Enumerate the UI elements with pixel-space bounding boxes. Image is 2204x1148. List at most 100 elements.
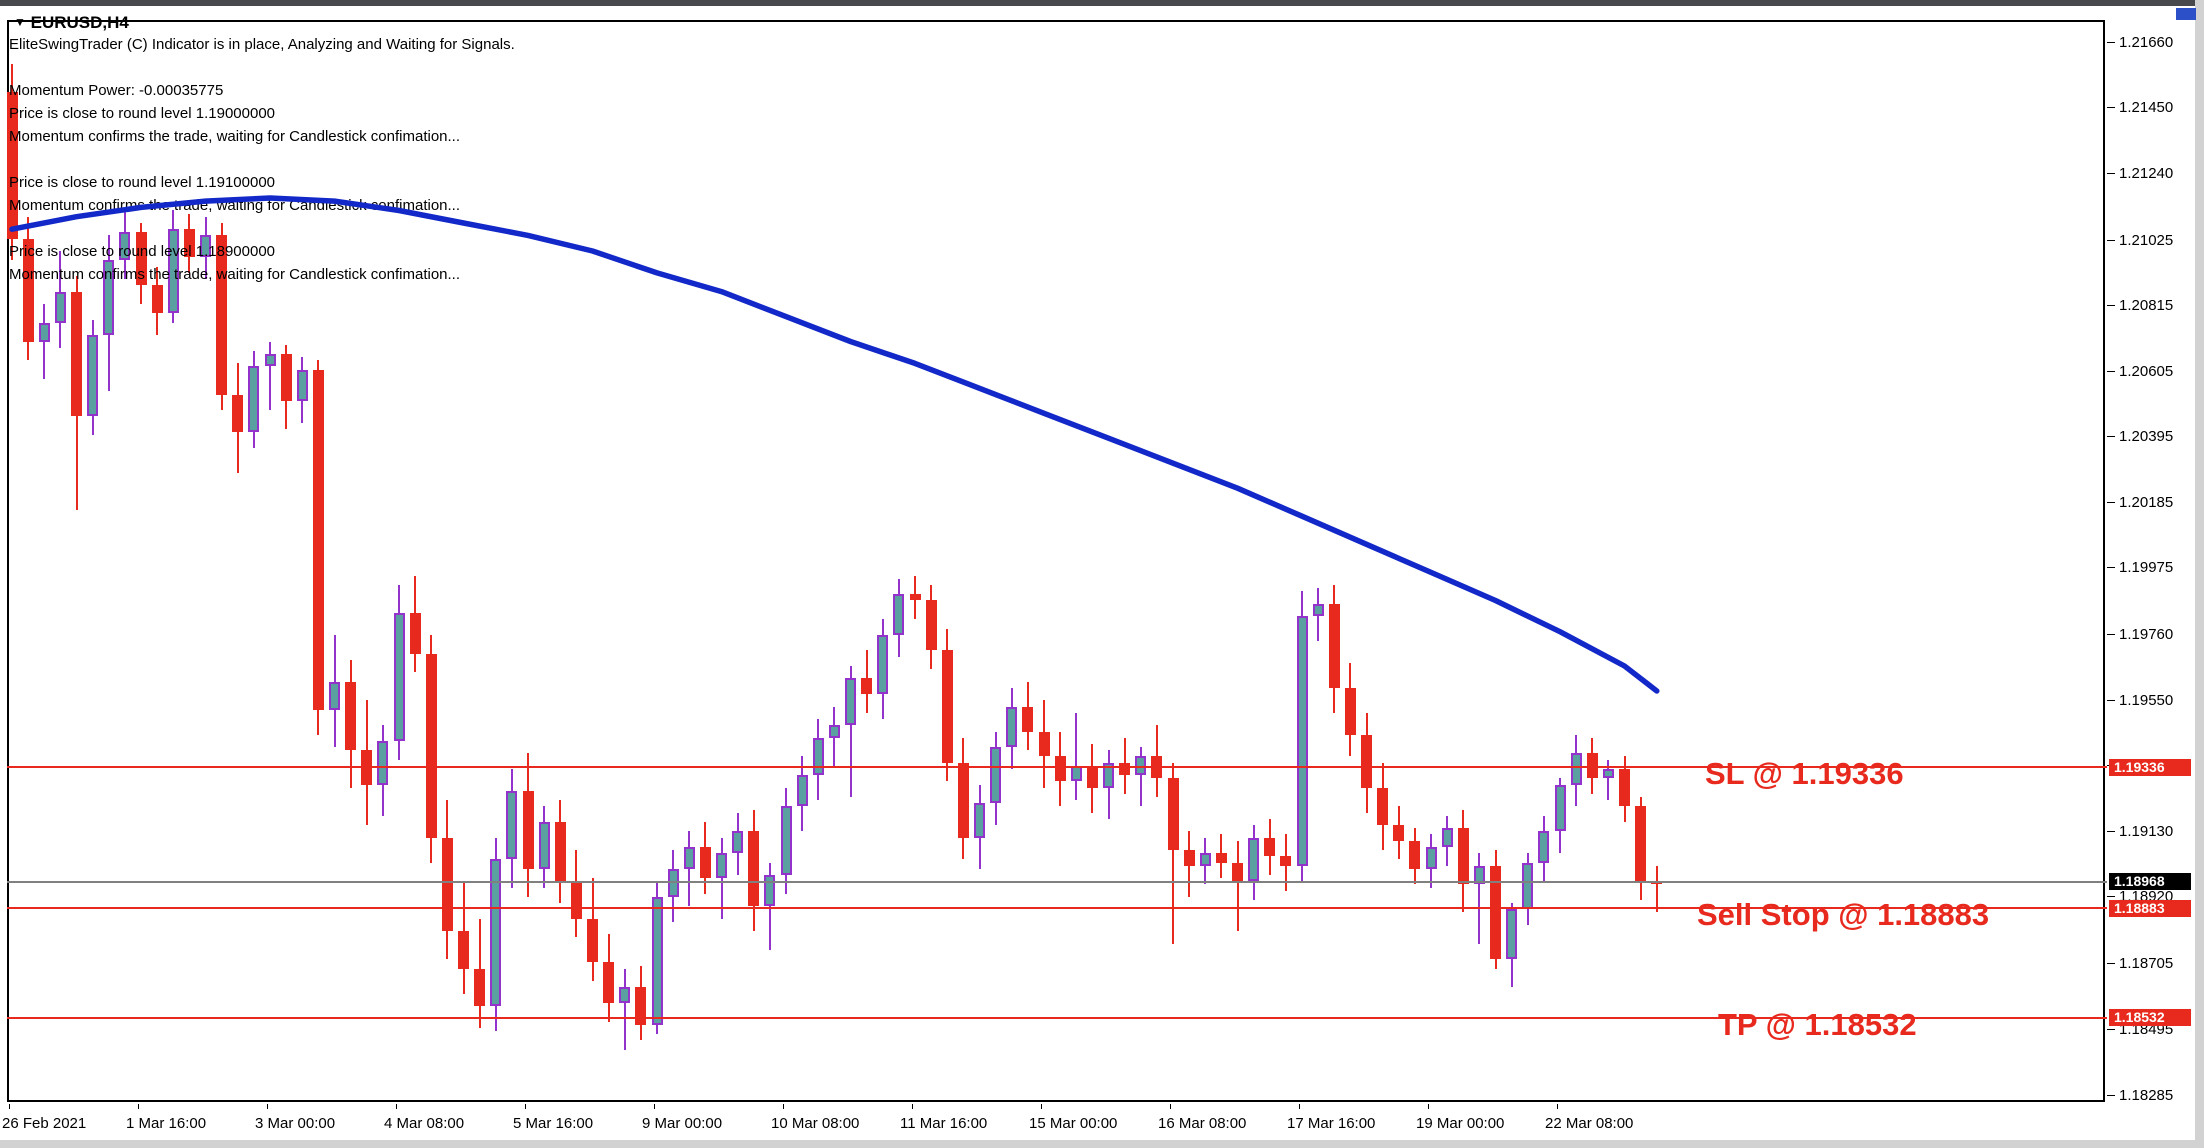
time-axis-tick bbox=[138, 1104, 139, 1109]
bear-candle-body bbox=[1280, 856, 1292, 866]
price-axis-label: 1.19130 bbox=[2119, 822, 2174, 840]
price-axis-label: 1.20395 bbox=[2119, 428, 2174, 446]
time-axis-label: 10 Mar 08:00 bbox=[771, 1115, 860, 1132]
stop-loss-line[interactable] bbox=[7, 766, 2107, 769]
indicator-comment-line: Momentum confirms the trade, waiting for… bbox=[9, 128, 461, 145]
price-axis-tick bbox=[2107, 1094, 2115, 1096]
bull-candle-wick bbox=[1075, 712, 1078, 801]
sell-stop-line-label[interactable]: Sell Stop @ 1.18883 bbox=[1697, 897, 1990, 933]
price-axis-tick bbox=[2107, 239, 2115, 241]
time-axis-label: 19 Mar 00:00 bbox=[1416, 1115, 1505, 1132]
level-price-tag: 1.18532 bbox=[2109, 1009, 2191, 1027]
bull-candle-body bbox=[506, 790, 518, 860]
bear-candle-body bbox=[1054, 756, 1066, 782]
bull-candle-body bbox=[1538, 831, 1550, 863]
bear-candle-body bbox=[1183, 850, 1195, 866]
stop-loss-line-label[interactable]: SL @ 1.19336 bbox=[1705, 756, 1904, 792]
time-axis-tick bbox=[396, 1104, 397, 1109]
indicator-comment-line: EliteSwingTrader (C) Indicator is in pla… bbox=[9, 36, 515, 53]
bull-candle-body bbox=[796, 775, 808, 807]
price-axis-label: 1.19760 bbox=[2119, 626, 2174, 644]
bear-candle-body bbox=[1635, 806, 1647, 882]
bull-candle-body bbox=[1441, 828, 1453, 847]
bull-candle-body bbox=[1006, 706, 1018, 748]
bull-candle-body bbox=[1425, 846, 1437, 869]
time-axis-tick bbox=[1299, 1104, 1300, 1109]
bear-candle-body bbox=[1022, 706, 1034, 732]
bear-candle-body bbox=[554, 822, 566, 882]
bull-candle-body bbox=[1135, 756, 1147, 776]
chevron-down-icon: ▼ bbox=[14, 15, 26, 29]
bull-candle-body bbox=[1506, 909, 1518, 960]
bear-candle-body bbox=[1038, 731, 1050, 757]
bear-candle-body bbox=[587, 918, 598, 963]
bear-candle-body bbox=[1215, 853, 1227, 863]
bull-candle-body bbox=[764, 875, 776, 907]
bull-candle-body bbox=[1199, 853, 1211, 866]
price-axis-tick bbox=[2107, 305, 2115, 307]
price-axis-tick bbox=[2107, 370, 2115, 372]
bid-price-tag: 1.18968 bbox=[2109, 873, 2191, 891]
bull-candle-body bbox=[651, 896, 663, 1025]
time-axis-tick bbox=[525, 1104, 526, 1109]
price-axis-tick bbox=[2107, 172, 2115, 174]
bear-candle-body bbox=[957, 762, 969, 838]
price-axis-tick bbox=[2107, 699, 2115, 701]
price-axis-label: 1.21660 bbox=[2119, 33, 2174, 51]
price-axis-label: 1.20815 bbox=[2119, 297, 2174, 315]
bear-candle-body bbox=[1232, 862, 1243, 882]
price-axis-tick bbox=[2107, 436, 2115, 438]
price-axis-label: 1.21450 bbox=[2119, 99, 2174, 117]
bear-candle-body bbox=[1361, 734, 1372, 788]
time-axis-tick bbox=[267, 1104, 268, 1109]
bull-candle-body bbox=[974, 803, 985, 838]
bear-candle-body bbox=[1409, 840, 1421, 869]
time-axis-label: 26 Feb 2021 bbox=[2, 1115, 87, 1132]
bear-candle-body bbox=[603, 962, 615, 1003]
bear-candle-body bbox=[1167, 778, 1179, 851]
bull-candle-body bbox=[1248, 837, 1260, 882]
time-axis-tick bbox=[9, 1104, 10, 1109]
bull-candle-body bbox=[1554, 784, 1566, 832]
symbol-timeframe-dropdown[interactable]: ▼ EURUSD,H4 bbox=[14, 13, 129, 33]
bull-candle-body bbox=[619, 987, 631, 1003]
take-profit-line[interactable] bbox=[7, 1016, 2107, 1019]
bull-candle-wick bbox=[688, 831, 691, 907]
sell-stop-line[interactable] bbox=[7, 907, 2107, 910]
price-axis-tick bbox=[2107, 107, 2115, 109]
bull-candle-wick bbox=[1139, 747, 1142, 807]
bid-price-line[interactable] bbox=[7, 880, 2107, 883]
bull-candle-body bbox=[490, 859, 502, 1007]
time-axis-tick bbox=[1557, 1104, 1558, 1109]
bull-candle-body bbox=[812, 737, 824, 776]
bear-candle-body bbox=[1119, 762, 1131, 776]
price-axis-tick bbox=[2107, 896, 2115, 898]
time-axis-tick bbox=[783, 1104, 784, 1109]
take-profit-line-label[interactable]: TP @ 1.18532 bbox=[1718, 1006, 1917, 1042]
bear-candle-body bbox=[748, 831, 760, 907]
bear-candle-body bbox=[441, 837, 453, 932]
price-axis-label: 1.18705 bbox=[2119, 955, 2174, 973]
price-axis-tick bbox=[2107, 501, 2115, 503]
bear-candle-body bbox=[1619, 768, 1630, 807]
bull-candle-wick bbox=[768, 862, 771, 950]
bear-candle-body bbox=[522, 790, 534, 869]
right-edge-strip bbox=[2195, 0, 2204, 1148]
time-axis-label: 16 Mar 08:00 bbox=[1158, 1115, 1247, 1132]
bear-candle-body bbox=[1264, 837, 1276, 857]
bull-candle-body bbox=[732, 831, 744, 854]
bear-candle-body bbox=[635, 987, 647, 1025]
time-axis-label: 3 Mar 00:00 bbox=[255, 1115, 336, 1132]
time-axis-tick bbox=[1170, 1104, 1171, 1109]
bear-candle-body bbox=[699, 846, 711, 879]
time-axis-tick bbox=[654, 1104, 655, 1109]
bear-candle-body bbox=[1393, 825, 1405, 841]
price-axis-label: 1.21240 bbox=[2119, 164, 2174, 182]
chart-canvas[interactable] bbox=[7, 20, 2105, 1102]
bull-candle-body bbox=[780, 806, 792, 876]
window-corner-box bbox=[2176, 8, 2196, 20]
bear-candle-body bbox=[1490, 865, 1501, 960]
time-axis-label: 22 Mar 08:00 bbox=[1545, 1115, 1634, 1132]
